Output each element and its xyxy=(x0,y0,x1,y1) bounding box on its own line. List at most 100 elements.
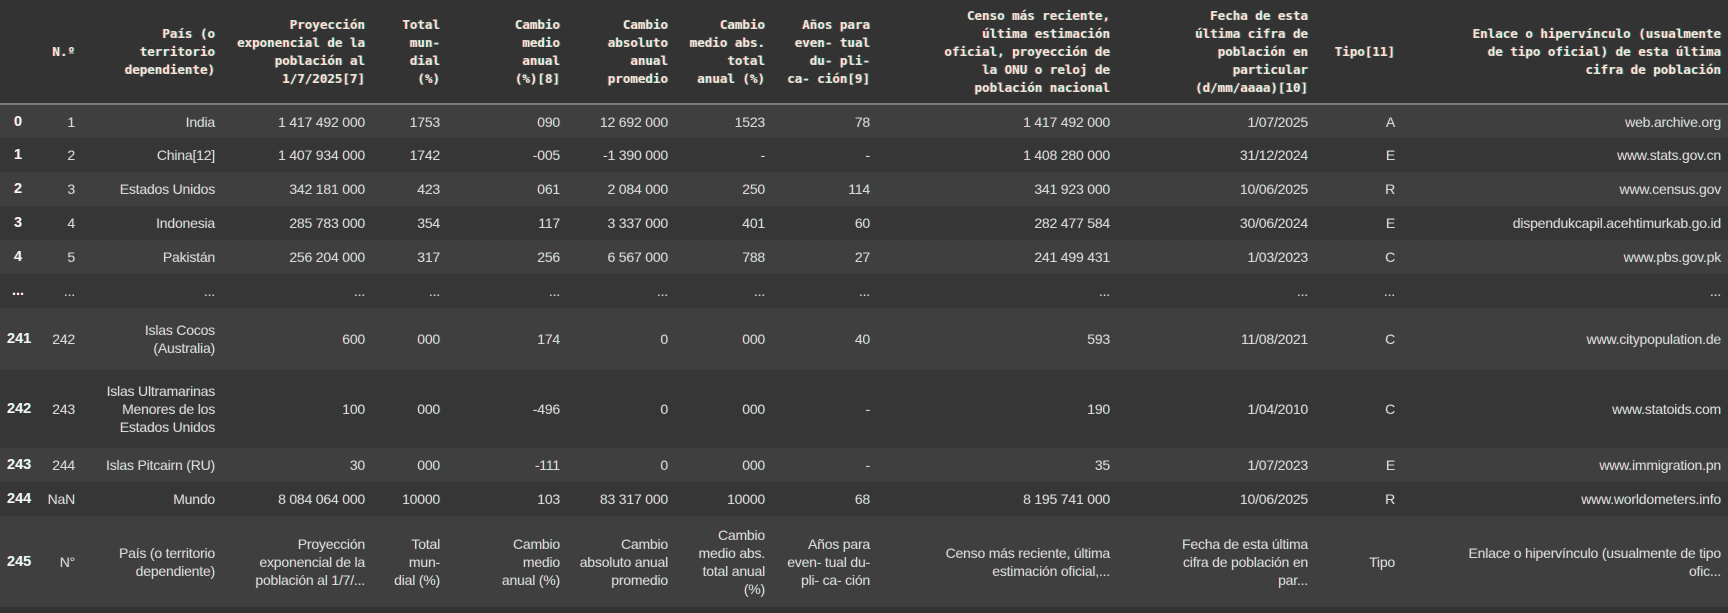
row-index: 0 xyxy=(13,113,23,130)
column-header-cambio-absoluto: Cambio absoluto anual promedio xyxy=(567,0,675,105)
cell-enlace: ... xyxy=(1709,283,1721,299)
table-row: 245 N° País (o territorio dependiente) Proy… xyxy=(0,516,1728,607)
table-row: 2 3 Estados Unidos 342 181 000 423 061 2 084 0… xyxy=(0,172,1728,206)
cell-fecha: 10/06/2025 xyxy=(1239,491,1308,507)
cell-num: 243 xyxy=(52,401,75,417)
cell-cambio-absoluto: 83 317 000 xyxy=(599,491,668,507)
cell-cambio-medio-abs: 1523 xyxy=(734,113,766,130)
cell-proyeccion: 600 xyxy=(342,331,365,347)
cell-num: 244 xyxy=(52,457,75,473)
cell-censo: 341 923 000 xyxy=(1034,181,1110,197)
cell-pais: País (o territorio dependiente) xyxy=(119,544,215,579)
column-header-censo: Censo más reciente, última estimación of… xyxy=(877,0,1117,105)
cell-total-mundial: 000 xyxy=(417,401,440,417)
cell-num: 1 xyxy=(67,113,75,130)
cell-cambio-medio-abs: Cambio medio abs. total anual (%) xyxy=(698,526,766,597)
cell-total-mundial: 000 xyxy=(417,331,440,347)
cell-tipo: C xyxy=(1385,249,1395,265)
cell-pais: Islas Cocos (Australia) xyxy=(144,322,215,356)
cell-fecha: 1/07/2025 xyxy=(1247,113,1309,130)
cell-proyeccion: 256 204 000 xyxy=(289,249,365,265)
cell-censo: 593 xyxy=(1087,331,1110,347)
cell-total-mundial: 317 xyxy=(417,249,440,265)
cell-pais: China[12] xyxy=(156,147,215,163)
column-header-cambio-medio-abs: Cambio medio abs. total anual (%) xyxy=(675,0,772,105)
column-header-pais: País (o territorio dependiente) xyxy=(82,0,222,105)
row-index: 4 xyxy=(13,249,23,265)
cell-cambio-medio-anual: -496 xyxy=(532,401,560,417)
cell-fecha: 1/04/2010 xyxy=(1247,401,1309,417)
cell-fecha: 30/06/2024 xyxy=(1239,215,1308,231)
cell-tipo: ... xyxy=(1383,283,1395,299)
cell-tipo: E xyxy=(1385,457,1395,473)
cell-cambio-medio-abs: 000 xyxy=(742,331,765,347)
cell-tipo: C xyxy=(1385,401,1395,417)
cell-fecha: 1/07/2023 xyxy=(1247,457,1309,473)
table-row: 243 244 Islas Pitcairn (RU) 30 000 -111 0 000-3… xyxy=(0,448,1728,482)
cell-censo: 1 408 280 000 xyxy=(1023,147,1110,163)
cell-fecha: 11/08/2021 xyxy=(1240,331,1308,347)
cell-cambio-medio-abs: 250 xyxy=(742,181,765,197)
cell-enlace: www.pbs.gov.pk xyxy=(1623,249,1722,265)
cell-proyeccion: 342 181 000 xyxy=(289,181,365,197)
cell-fecha: 31/12/2024 xyxy=(1239,147,1308,163)
cell-cambio-absoluto: 12 692 000 xyxy=(599,113,668,130)
cell-cambio-medio-abs: 000 xyxy=(742,401,765,417)
cell-enlace: www.worldometers.info xyxy=(1581,491,1721,507)
cell-cambio-medio-abs: 401 xyxy=(742,215,765,231)
cell-proyeccion: 100 xyxy=(342,401,365,417)
cell-cambio-absoluto: -1 390 000 xyxy=(603,147,668,163)
cell-total-mundial: 000 xyxy=(417,457,440,473)
cell-tipo: R xyxy=(1385,181,1395,197)
cell-total-mundial: ... xyxy=(428,283,440,299)
row-index: 243 xyxy=(7,457,32,473)
row-index: 245 xyxy=(7,553,32,570)
row-index: 242 xyxy=(7,401,32,417)
cell-cambio-medio-anual: Cambio medio anual (%) xyxy=(501,535,560,588)
cell-censo: 8 195 741 000 xyxy=(1023,491,1110,507)
column-header-anos-duplicacion: Años para even- tual du- pli- ca- ción[9… xyxy=(772,0,877,105)
cell-censo: 35 xyxy=(1094,457,1110,473)
cell-num: ... xyxy=(63,283,75,299)
cell-censo: 1 417 492 000 xyxy=(1023,113,1110,130)
table-row: 4 5 Pakistán 256 204 000 317 256 6 567 000 788 2… xyxy=(0,240,1728,274)
cell-cambio-absoluto: 3 337 000 xyxy=(607,215,669,231)
cell-cambio-absoluto: Cambio absoluto anual promedio xyxy=(579,535,668,588)
cell-cambio-medio-anual: -111 xyxy=(534,457,560,473)
table-header: N.º País (o territorio dependiente) Proyec… xyxy=(0,0,1728,105)
cell-anos-duplicacion: - xyxy=(865,457,871,473)
cell-cambio-absoluto: 0 xyxy=(660,331,668,347)
cell-total-mundial: Total mun- dial (%) xyxy=(394,535,440,588)
header-row: N.º País (o territorio dependiente) Proyec… xyxy=(0,0,1728,105)
cell-censo: 241 499 431 xyxy=(1034,249,1110,265)
cell-pais: Estados Unidos xyxy=(119,181,215,197)
column-header-total-mundial: Total mun- dial (%) xyxy=(372,0,447,105)
cell-cambio-absoluto: 2 084 000 xyxy=(607,181,669,197)
cell-cambio-medio-anual: 256 xyxy=(537,249,560,265)
cell-tipo: A xyxy=(1385,113,1395,130)
cell-cambio-absoluto: 0 xyxy=(660,401,668,417)
table-row: 0 1 India 1 417 492 000 1753 090 12 692 000 152… xyxy=(0,104,1728,138)
cell-enlace: www.citypopulation.de xyxy=(1586,331,1722,347)
cell-anos-duplicacion: ... xyxy=(858,283,870,299)
cell-total-mundial: 1742 xyxy=(409,147,441,163)
cell-num: 2 xyxy=(67,147,75,163)
cell-cambio-medio-anual: 103 xyxy=(537,491,560,507)
cell-anos-duplicacion: Años para even- tual du- pli- ca- ción xyxy=(787,535,870,588)
cell-cambio-absoluto: ... xyxy=(656,283,668,299)
cell-pais: Islas Pitcairn (RU) xyxy=(106,457,215,473)
cell-enlace: dispendukcapil.acehtimurkab.go.id xyxy=(1512,215,1721,231)
cell-total-mundial: 1753 xyxy=(409,113,441,130)
cell-pais: Islas Ultramarinas Menores de los Estado… xyxy=(106,383,216,435)
cell-pais: ... xyxy=(203,283,215,299)
column-header-enlace: Enlace o hipervínculo (usualmente de tip… xyxy=(1402,0,1728,105)
cell-pais: Indonesia xyxy=(156,215,215,231)
cell-anos-duplicacion: 40 xyxy=(854,331,870,347)
cell-fecha: Fecha de esta última cifra de población … xyxy=(1182,535,1308,588)
cell-total-mundial: 423 xyxy=(417,181,440,197)
cell-anos-duplicacion: 78 xyxy=(854,113,870,130)
row-index: 3 xyxy=(13,215,23,231)
cell-num: 5 xyxy=(67,249,75,265)
table-row: 241 242 Islas Cocos (Australia) 600 000 174 0 0… xyxy=(0,308,1728,370)
cell-num: N° xyxy=(59,553,76,570)
